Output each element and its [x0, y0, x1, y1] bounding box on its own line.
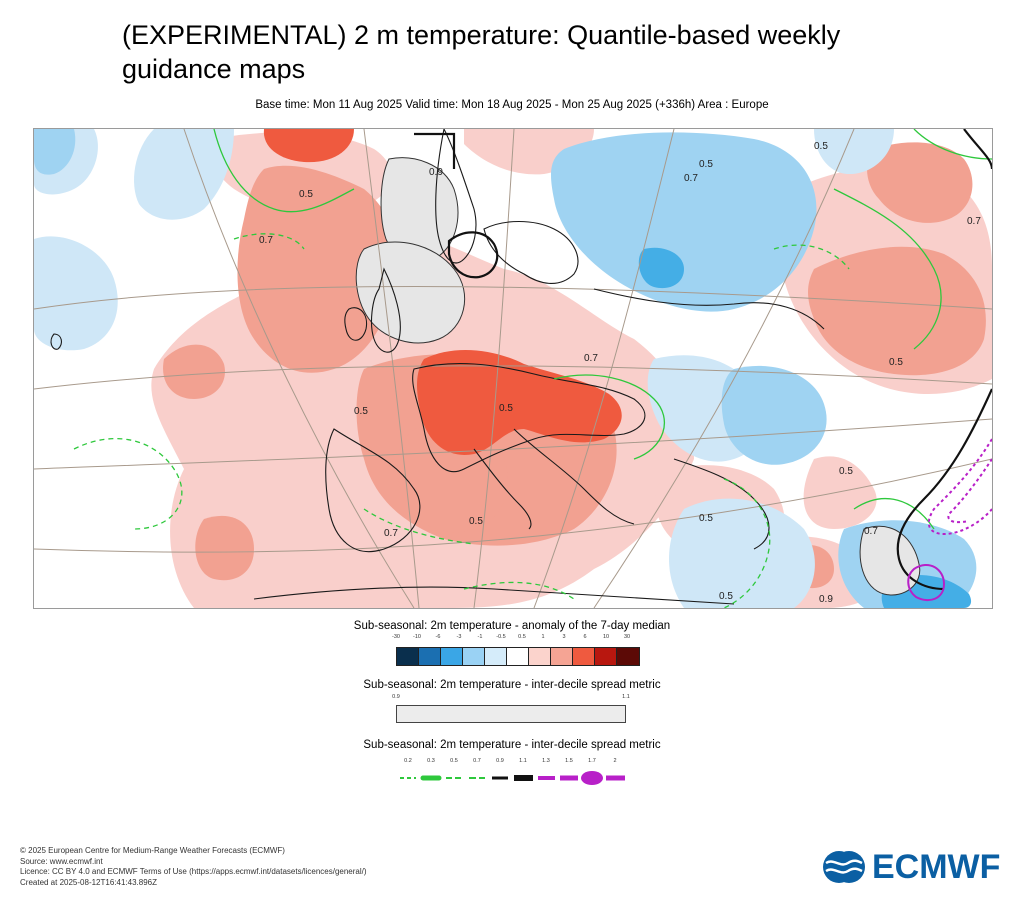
- colorbar-swatch: [573, 648, 595, 665]
- footer-licence: Licence: CC BY 4.0 and ECMWF Terms of Us…: [20, 867, 367, 876]
- spread-tick: 0.9: [392, 694, 400, 700]
- contour-label: 0.7: [384, 528, 398, 539]
- line-sample-1-7: [581, 771, 603, 785]
- colorbar-swatch: [419, 648, 441, 665]
- footer-source: Source: www.ecmwf.int: [20, 856, 103, 866]
- colorbar-swatch: [485, 648, 507, 665]
- colorbar-swatch: [397, 648, 419, 665]
- temperature-anomaly-map[interactable]: 0.5 0.7 0.9 0.5 0.5 0.7 0.5 0.7 0.5 0.5 …: [33, 128, 993, 609]
- anomaly-colorbar: [396, 647, 640, 666]
- warm-anomaly-strong-areas: [263, 129, 622, 455]
- anomaly-tick: -6: [435, 634, 441, 640]
- ecmwf-logo-icon: [823, 851, 865, 883]
- contour-label: 0.7: [967, 216, 981, 227]
- anomaly-tick: 30: [623, 634, 631, 640]
- lines-tick: 0.5: [450, 758, 458, 764]
- footer-copyright: © 2025 European Centre for Medium-Range …: [20, 846, 285, 855]
- contour-label: 0.5: [889, 357, 903, 368]
- footer-created: Created at 2025-08-12T16:41:43.896Z: [20, 877, 157, 887]
- spread-legend-ticks: 0.9 1.1: [392, 694, 630, 702]
- colorbar-swatch: [507, 648, 529, 665]
- lines-tick: 0.3: [427, 758, 435, 764]
- lines-tick: 1.3: [542, 758, 550, 764]
- contour-label: 0.9: [429, 167, 443, 178]
- contour-label: 0.5: [299, 189, 313, 200]
- contour-label: 0.5: [699, 513, 713, 524]
- colorbar-swatch: [529, 648, 551, 665]
- anomaly-tick: 10: [602, 634, 610, 640]
- green-spread-contours: [73, 129, 992, 608]
- anomaly-tick: -10: [413, 634, 421, 640]
- coastlines: [50, 129, 825, 605]
- anomaly-legend-title: Sub-seasonal: 2m temperature - anomaly o…: [353, 620, 671, 632]
- map-subtitle: Base time: Mon 11 Aug 2025 Valid time: M…: [255, 99, 769, 111]
- contour-label: 0.5: [814, 141, 828, 152]
- anomaly-tick: 0.5: [518, 634, 526, 640]
- contour-label: 0.7: [864, 526, 878, 537]
- lines-legend-samples: [400, 771, 625, 785]
- purple-spread-contours: [907, 438, 992, 602]
- contour-label: 0.7: [684, 173, 698, 184]
- colorbar-swatch: [463, 648, 485, 665]
- lines-tick: 0.7: [473, 758, 481, 764]
- anomaly-tick: 3: [562, 634, 566, 640]
- lines-tick: 2: [613, 758, 617, 764]
- lines-tick: 0.9: [496, 758, 504, 764]
- graticule-lines: [34, 129, 992, 608]
- lines-legend-title: Sub-seasonal: 2m temperature - inter-dec…: [363, 739, 661, 751]
- contour-labels: 0.5 0.7 0.9 0.5 0.5 0.7 0.5 0.7 0.5 0.5 …: [259, 141, 981, 605]
- page-title: (EXPERIMENTAL) 2 m temperature: Quantile…: [122, 20, 841, 84]
- contour-label: 0.7: [584, 353, 598, 364]
- anomaly-tick: -3: [456, 634, 462, 640]
- colorbar-swatch: [441, 648, 463, 665]
- ecmwf-logo: ECMWF: [822, 847, 1008, 886]
- contour-label: 0.5: [719, 591, 733, 602]
- anomaly-tick: -1: [477, 634, 483, 640]
- ecmwf-logo-text: ECMWF: [872, 847, 1001, 886]
- anomaly-legend-ticks: -30 -10 -6 -3 -1 -0.5 0.5 1 3 6 10 30: [392, 634, 631, 642]
- anomaly-tick: -30: [392, 634, 400, 640]
- spread-shading-bar: [396, 705, 626, 723]
- lines-tick: 0.2: [404, 758, 412, 764]
- lines-legend-ticks: 0.2 0.3 0.5 0.7 0.9 1.1 1.3 1.5 1.7 2: [396, 758, 628, 766]
- lines-tick: 1.1: [519, 758, 527, 764]
- anomaly-tick: -0.5: [496, 634, 506, 640]
- colorbar-swatch: [551, 648, 573, 665]
- cool-anomaly-light-areas: [34, 129, 894, 608]
- footer-credits: © 2025 European Centre for Medium-Range …: [20, 846, 367, 888]
- anomaly-tick: 6: [583, 634, 587, 640]
- colorbar-swatch: [595, 648, 617, 665]
- contour-label: 0.5: [839, 466, 853, 477]
- black-spread-contours: [414, 129, 992, 591]
- spread-legend-title: Sub-seasonal: 2m temperature - inter-dec…: [363, 679, 661, 691]
- lines-tick: 1.7: [588, 758, 596, 764]
- contour-label: 0.5: [469, 516, 483, 527]
- contour-label: 0.5: [499, 403, 513, 414]
- colorbar-swatch: [617, 648, 639, 665]
- anomaly-tick: 1: [541, 634, 545, 640]
- contour-label: 0.7: [259, 235, 273, 246]
- contour-label: 0.5: [699, 159, 713, 170]
- contour-label: 0.9: [819, 594, 833, 605]
- lines-tick: 1.5: [565, 758, 573, 764]
- contour-label: 0.5: [354, 406, 368, 417]
- spread-tick: 1.1: [622, 694, 630, 700]
